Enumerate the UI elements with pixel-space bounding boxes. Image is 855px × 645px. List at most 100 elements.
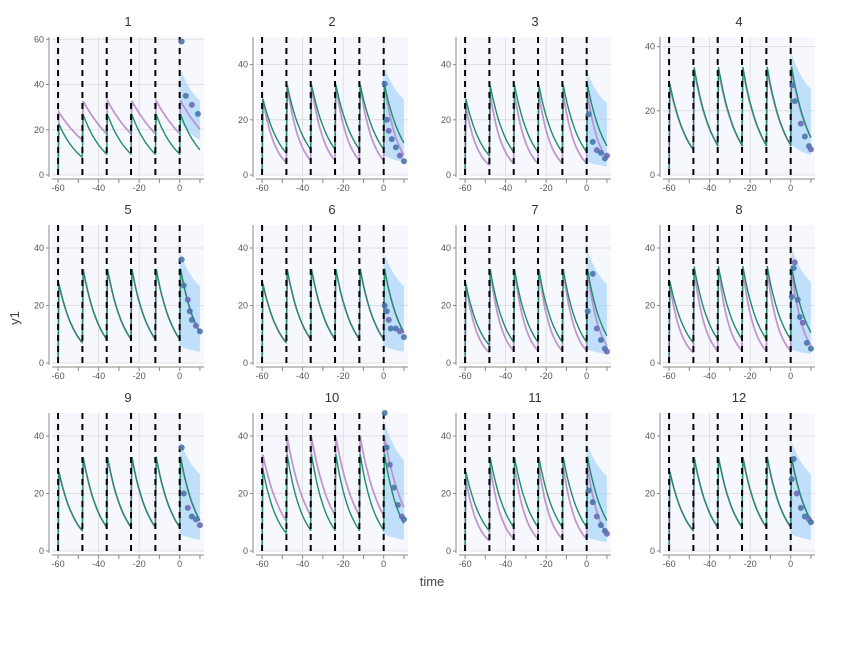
- x-tick-label: 0: [381, 371, 386, 381]
- observation-point: [790, 456, 797, 462]
- observation-point: [791, 98, 798, 105]
- x-axis-title: time: [420, 574, 445, 589]
- observation-point: [603, 348, 610, 355]
- panel-title: 5: [124, 202, 131, 217]
- observation-point: [791, 259, 798, 266]
- observation-point: [387, 325, 394, 332]
- observation-point: [788, 293, 795, 300]
- y-tick-label: 40: [645, 431, 655, 441]
- observation-point: [788, 476, 795, 483]
- y-tick-label: 0: [446, 546, 451, 556]
- panel-title: 7: [531, 202, 538, 217]
- y-tick-label: 40: [34, 80, 44, 90]
- panel-5: 0 20 40 -60 -40 -20 0 5: [34, 202, 204, 381]
- x-tick-label: -20: [540, 371, 553, 381]
- y-tick-label: 20: [441, 301, 451, 311]
- observation-point: [383, 308, 390, 315]
- observation-point: [597, 522, 604, 529]
- x-tick-label: 0: [584, 371, 589, 381]
- observation-point: [385, 127, 392, 134]
- observation-point: [178, 256, 185, 263]
- panel-title: 1: [124, 14, 131, 29]
- observation-point: [388, 136, 395, 143]
- y-tick-label: 0: [446, 358, 451, 368]
- observation-point: [182, 92, 189, 99]
- y-tick-label: 40: [34, 431, 44, 441]
- observation-point: [807, 146, 814, 153]
- y-tick-label: 20: [238, 301, 248, 311]
- observation-point: [790, 265, 797, 272]
- series-purple-line: [464, 268, 608, 364]
- observation-point: [383, 116, 390, 123]
- observation-point: [385, 316, 392, 323]
- y-tick-label: 40: [441, 60, 451, 70]
- observation-point: [593, 325, 600, 332]
- y-tick-label: 0: [243, 358, 248, 368]
- x-tick-label: -60: [52, 559, 65, 569]
- series-green-line: [464, 84, 608, 176]
- y-tick-label: 40: [238, 431, 248, 441]
- x-tick-label: -40: [92, 371, 105, 381]
- observation-point: [396, 152, 403, 159]
- prediction-interval-band: [383, 67, 404, 164]
- panel-background: [256, 37, 408, 175]
- y-tick-label: 0: [39, 358, 44, 368]
- observation-point: [803, 339, 810, 346]
- x-tick-label: -60: [663, 183, 676, 193]
- x-tick-label: -60: [459, 183, 472, 193]
- x-tick-label: -60: [256, 559, 269, 569]
- y-tick-label: 20: [645, 489, 655, 499]
- x-tick-label: 0: [381, 559, 386, 569]
- observation-point: [589, 499, 596, 506]
- observation-point: [186, 308, 193, 315]
- panel-title: 6: [328, 202, 335, 217]
- x-tick-label: -60: [459, 559, 472, 569]
- y-tick-label: 20: [34, 301, 44, 311]
- series-purple-line: [464, 92, 608, 176]
- series-green-line: [57, 268, 201, 364]
- y-tick-label: 20: [645, 301, 655, 311]
- observation-point: [184, 504, 191, 511]
- panel-10: 0 20 40 -60 -40 -20 0 10: [238, 390, 408, 569]
- observation-point: [589, 138, 596, 145]
- x-tick-label: -40: [92, 183, 105, 193]
- observation-point: [178, 38, 185, 45]
- x-tick-label: -40: [296, 371, 309, 381]
- y-tick-label: 40: [238, 60, 248, 70]
- observation-point: [390, 484, 397, 491]
- x-tick-label: -60: [663, 371, 676, 381]
- x-tick-label: -60: [52, 183, 65, 193]
- observation-point: [794, 296, 801, 303]
- panel-title: 3: [531, 14, 538, 29]
- observation-point: [383, 444, 390, 451]
- x-tick-label: 0: [381, 183, 386, 193]
- observation-point: [807, 519, 814, 526]
- y-tick-label: 0: [39, 170, 44, 180]
- observation-point: [392, 144, 399, 151]
- y-tick-label: 60: [34, 34, 44, 44]
- x-tick-label: 0: [177, 371, 182, 381]
- x-tick-label: -20: [337, 183, 350, 193]
- prediction-interval-band: [179, 441, 200, 540]
- x-tick-label: -20: [337, 371, 350, 381]
- y-tick-label: 20: [34, 125, 44, 135]
- x-tick-label: -60: [663, 559, 676, 569]
- panel-4: 0 20 40 -60 -40 -20 0 4: [645, 14, 815, 193]
- y-tick-label: 20: [238, 489, 248, 499]
- observation-point: [796, 314, 803, 320]
- observation-point: [196, 522, 203, 529]
- x-tick-label: -20: [540, 183, 553, 193]
- y-tick-label: 40: [441, 431, 451, 441]
- panel-3: 0 20 40 -60 -40 -20 0 3: [441, 14, 611, 193]
- observation-point: [192, 322, 199, 329]
- y-tick-label: 20: [238, 115, 248, 125]
- y-tick-label: 40: [238, 243, 248, 253]
- panel-background: [663, 37, 815, 175]
- observation-point: [180, 490, 187, 497]
- series-purple-line: [668, 268, 812, 364]
- x-tick-label: 0: [177, 183, 182, 193]
- panel-1: 0 20 40 60 -60 -40 -20 0 1: [34, 14, 204, 193]
- observation-point: [597, 149, 604, 156]
- observation-point: [597, 337, 604, 343]
